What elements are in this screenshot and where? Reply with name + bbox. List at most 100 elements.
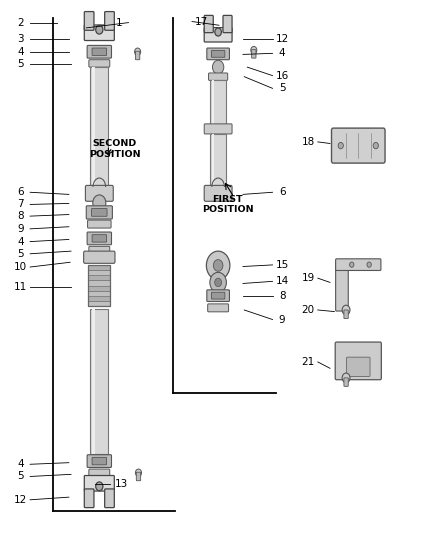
FancyBboxPatch shape — [212, 51, 225, 57]
FancyBboxPatch shape — [335, 342, 381, 379]
FancyBboxPatch shape — [88, 265, 110, 270]
Circle shape — [373, 142, 378, 149]
FancyBboxPatch shape — [204, 15, 213, 33]
Text: 1: 1 — [116, 18, 122, 28]
Text: 3: 3 — [17, 34, 24, 44]
Text: 21: 21 — [302, 357, 315, 367]
FancyBboxPatch shape — [87, 232, 112, 245]
Text: 4: 4 — [17, 459, 24, 469]
FancyBboxPatch shape — [92, 309, 95, 454]
FancyBboxPatch shape — [210, 80, 226, 127]
FancyBboxPatch shape — [84, 475, 114, 491]
FancyBboxPatch shape — [92, 208, 107, 216]
Text: 14: 14 — [276, 276, 289, 286]
FancyBboxPatch shape — [212, 134, 214, 186]
FancyBboxPatch shape — [88, 220, 111, 228]
Text: 12: 12 — [276, 34, 289, 44]
Text: 8: 8 — [279, 291, 286, 301]
FancyBboxPatch shape — [92, 67, 95, 187]
Text: 4: 4 — [279, 49, 286, 58]
FancyBboxPatch shape — [105, 12, 114, 30]
Text: 9: 9 — [17, 224, 24, 234]
Text: FIRST
POSITION: FIRST POSITION — [202, 195, 254, 214]
Circle shape — [342, 305, 350, 315]
FancyBboxPatch shape — [89, 469, 110, 477]
Text: 5: 5 — [17, 472, 24, 481]
FancyBboxPatch shape — [208, 73, 228, 80]
Circle shape — [96, 482, 103, 491]
Text: 11: 11 — [14, 282, 27, 292]
FancyBboxPatch shape — [88, 286, 110, 291]
FancyBboxPatch shape — [105, 489, 114, 507]
FancyBboxPatch shape — [212, 292, 225, 299]
FancyBboxPatch shape — [210, 134, 226, 186]
Circle shape — [215, 278, 222, 287]
FancyBboxPatch shape — [332, 128, 385, 163]
FancyBboxPatch shape — [84, 25, 114, 41]
Circle shape — [251, 46, 257, 54]
Circle shape — [93, 195, 106, 211]
FancyBboxPatch shape — [204, 124, 232, 134]
Text: 17: 17 — [195, 17, 208, 27]
FancyBboxPatch shape — [84, 12, 94, 30]
FancyBboxPatch shape — [336, 259, 381, 270]
FancyBboxPatch shape — [89, 246, 110, 254]
FancyBboxPatch shape — [85, 185, 113, 201]
FancyBboxPatch shape — [208, 304, 229, 312]
FancyBboxPatch shape — [90, 309, 109, 454]
Circle shape — [367, 262, 371, 267]
FancyBboxPatch shape — [207, 290, 230, 302]
Text: 10: 10 — [14, 262, 27, 272]
Circle shape — [96, 25, 103, 34]
FancyBboxPatch shape — [84, 489, 94, 507]
FancyBboxPatch shape — [207, 48, 230, 60]
Text: 4: 4 — [17, 47, 24, 56]
FancyBboxPatch shape — [135, 51, 140, 60]
Circle shape — [338, 142, 343, 149]
Text: 20: 20 — [302, 305, 315, 315]
FancyBboxPatch shape — [204, 28, 232, 42]
FancyBboxPatch shape — [136, 472, 141, 481]
FancyBboxPatch shape — [346, 357, 370, 376]
Circle shape — [135, 469, 141, 477]
Circle shape — [210, 272, 226, 293]
Text: 19: 19 — [302, 273, 315, 283]
FancyBboxPatch shape — [88, 301, 110, 306]
Text: 5: 5 — [17, 249, 24, 259]
Text: 18: 18 — [302, 137, 315, 147]
Circle shape — [213, 260, 223, 271]
Circle shape — [212, 60, 224, 74]
Text: 4: 4 — [17, 237, 24, 247]
FancyBboxPatch shape — [88, 291, 110, 296]
FancyBboxPatch shape — [84, 251, 115, 263]
Text: 15: 15 — [276, 260, 289, 270]
FancyBboxPatch shape — [87, 45, 112, 58]
FancyBboxPatch shape — [92, 235, 106, 242]
FancyBboxPatch shape — [88, 296, 110, 301]
Circle shape — [134, 48, 141, 55]
Text: 6: 6 — [279, 187, 286, 197]
Text: 9: 9 — [279, 314, 286, 325]
FancyBboxPatch shape — [252, 50, 256, 58]
FancyBboxPatch shape — [212, 80, 214, 127]
FancyBboxPatch shape — [89, 60, 110, 67]
FancyBboxPatch shape — [344, 310, 348, 318]
FancyBboxPatch shape — [92, 457, 106, 465]
Text: 7: 7 — [17, 199, 24, 209]
Circle shape — [350, 262, 354, 267]
FancyBboxPatch shape — [223, 15, 232, 33]
Text: 6: 6 — [17, 187, 24, 197]
FancyBboxPatch shape — [90, 67, 109, 187]
Circle shape — [342, 373, 350, 383]
FancyBboxPatch shape — [87, 455, 112, 467]
FancyBboxPatch shape — [344, 378, 348, 386]
FancyBboxPatch shape — [204, 185, 232, 201]
FancyBboxPatch shape — [336, 261, 348, 311]
Circle shape — [206, 251, 230, 280]
FancyBboxPatch shape — [88, 280, 110, 286]
Text: 5: 5 — [279, 83, 286, 93]
Text: 16: 16 — [276, 70, 289, 80]
Text: SECOND
POSITION: SECOND POSITION — [89, 139, 140, 159]
Text: 12: 12 — [14, 495, 27, 505]
Text: 5: 5 — [17, 59, 24, 69]
